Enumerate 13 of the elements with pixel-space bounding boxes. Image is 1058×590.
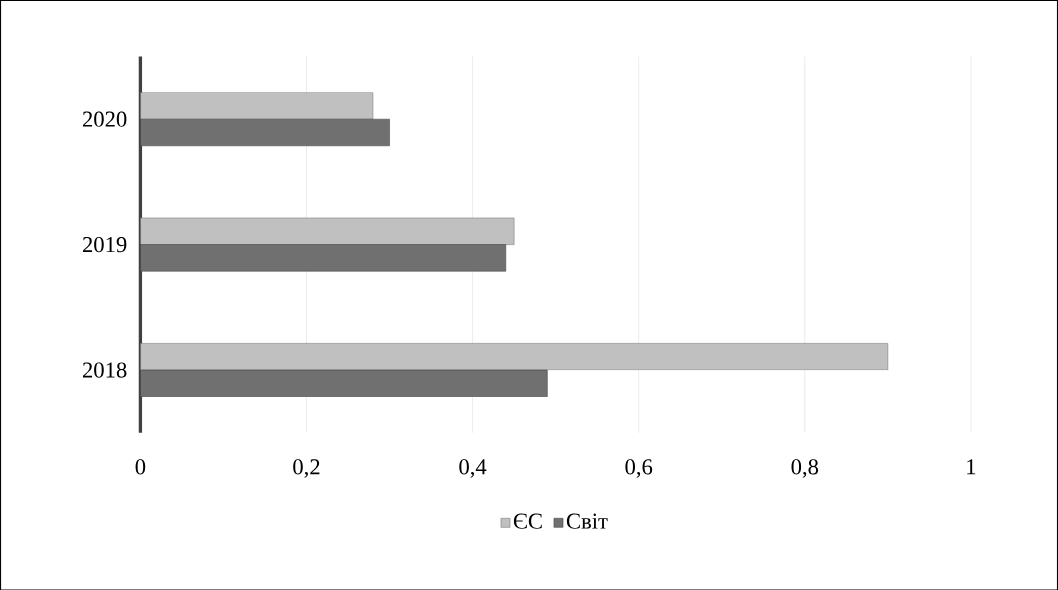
y-tick-label: 2018 xyxy=(82,362,127,378)
bar xyxy=(140,342,889,371)
x-tick-label: 0 xyxy=(135,458,146,475)
legend-label: Світ xyxy=(566,513,608,529)
x-tick-label: 0,6 xyxy=(625,458,653,478)
x-tick-label: 0,8 xyxy=(791,458,819,478)
x-tick-label: 0,2 xyxy=(293,458,320,478)
x-tick-label: 0,4 xyxy=(459,458,487,478)
y-tick-label: 2019 xyxy=(82,236,127,253)
y-tick-label: 2020 xyxy=(82,111,127,127)
bar xyxy=(140,369,548,397)
legend-label: ЄС xyxy=(513,513,542,529)
x-tick-label: 1 xyxy=(967,458,976,474)
